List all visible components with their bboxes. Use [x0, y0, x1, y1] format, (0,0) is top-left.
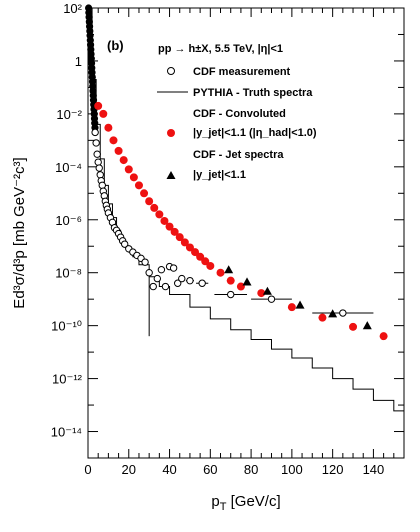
convoluted-point: [114, 146, 123, 155]
jet-point: [262, 286, 272, 295]
convoluted-point: [94, 101, 103, 110]
jet-point: [328, 309, 338, 318]
convoluted-point: [109, 136, 118, 145]
y-tick-label: 10⁻²: [56, 107, 82, 122]
axis-ticks: [87, 7, 404, 459]
convoluted-point: [236, 282, 245, 291]
measurement-point: [92, 139, 100, 147]
measurement-point: [174, 279, 182, 287]
convoluted-point: [185, 243, 194, 252]
plot-area: [87, 7, 405, 459]
legend-marker-red-circle: [167, 129, 175, 137]
measurement-point: [96, 171, 104, 179]
convoluted-point: [165, 222, 174, 231]
jet-point: [362, 321, 372, 330]
convoluted-point: [379, 332, 388, 341]
legend-label-jet-cut: |y_jet|<1.1: [193, 169, 246, 181]
measurement-point: [93, 150, 101, 158]
plot-frame: [87, 7, 405, 459]
jet-point: [224, 265, 234, 274]
measurement-point: [339, 309, 347, 317]
convoluted-point: [170, 227, 179, 236]
convoluted-point: [201, 257, 210, 266]
legend-label-cdf-measurement: CDF measurement: [193, 66, 291, 78]
y-tick-label: 10⁻¹⁴: [51, 425, 82, 440]
measurement-point: [169, 264, 178, 272]
jet-point: [242, 277, 252, 286]
convoluted-point: [150, 203, 159, 212]
measurement-point: [227, 290, 235, 299]
x-tick-label: 80: [244, 462, 258, 477]
x-axis-title: pT [GeV/c]: [211, 493, 280, 513]
y-tick-label: 10⁻¹²: [52, 372, 83, 387]
y-tick-label: 10⁻⁶: [55, 213, 82, 228]
measurement-point: [198, 279, 206, 287]
x-tick-label: 120: [322, 462, 344, 477]
measurement-point: [141, 258, 149, 266]
x-tick-label: 140: [363, 462, 385, 477]
measurement-point: [267, 295, 276, 303]
jet-point: [295, 300, 305, 309]
panel-label: (b): [107, 38, 124, 53]
legend-heading: pp → h±X, 5.5 TeV, |η|<1: [158, 43, 283, 55]
legend-marker-open-circle: [167, 67, 175, 75]
convoluted-point: [191, 248, 200, 257]
measurement-point: [178, 274, 186, 283]
legend-label-convoluted: CDF - Convoluted: [193, 108, 286, 120]
legend-marker-triangle: [166, 171, 176, 179]
series-cdf-jet: [224, 265, 372, 330]
convoluted-point: [257, 289, 266, 298]
y-axis-title: Ed³σ/d³p [mb GeV⁻²c³]: [11, 157, 28, 308]
convoluted-point: [216, 268, 225, 277]
convoluted-point: [145, 197, 154, 206]
legend-label-convoluted-cut: |y_jet|<1.1 (|η_had|<1.0): [193, 127, 317, 139]
x-tick-label: 60: [203, 462, 217, 477]
convoluted-point: [160, 216, 169, 225]
y-tick-label: 1: [75, 54, 82, 69]
convoluted-point: [318, 313, 327, 322]
legend: pp → h±X, 5.5 TeV, |η|<1 CDF measurement…: [157, 43, 317, 181]
legend-label-jet-spectra: CDF - Jet spectra: [193, 149, 284, 161]
measurement-point: [94, 158, 102, 166]
x-tick-label: 20: [122, 462, 136, 477]
measurement-point: [153, 274, 162, 283]
convoluted-point: [155, 210, 164, 219]
convoluted-point: [180, 238, 189, 247]
convoluted-point: [349, 322, 358, 331]
measurement-point: [145, 269, 153, 277]
convoluted-point: [134, 181, 143, 190]
convoluted-point: [119, 156, 128, 165]
measurement-point: [98, 181, 106, 190]
measurement-point: [91, 128, 99, 137]
convoluted-point: [175, 233, 184, 242]
measurement-point: [161, 282, 170, 291]
legend-label-pythia: PYTHIA - Truth spectra: [193, 87, 313, 99]
measurement-point: [120, 240, 129, 248]
measurement-point: [149, 282, 157, 291]
convoluted-point: [124, 165, 133, 174]
convoluted-point: [140, 189, 149, 198]
measurement-point: [95, 164, 103, 172]
convoluted-point: [287, 303, 296, 312]
y-tick-label: 10²: [63, 1, 82, 16]
convoluted-point: [99, 109, 108, 118]
y-tick-label: 10⁻⁴: [55, 160, 82, 175]
series-cdf-convoluted: [94, 101, 388, 341]
y-tick-label: 10⁻⁸: [55, 266, 82, 281]
measurement-point: [157, 265, 166, 274]
x-tick-label: 40: [162, 462, 176, 477]
y-tick-label: 10⁻¹⁰: [51, 319, 82, 334]
convoluted-point: [104, 123, 113, 132]
x-tick-label: 100: [281, 462, 303, 477]
convoluted-point: [226, 276, 235, 285]
measurement-point: [186, 276, 194, 285]
convoluted-point: [129, 173, 138, 182]
convoluted-point: [206, 261, 215, 270]
series-cdf-measurement: [85, 4, 374, 317]
x-tick-label: 0: [84, 462, 91, 477]
